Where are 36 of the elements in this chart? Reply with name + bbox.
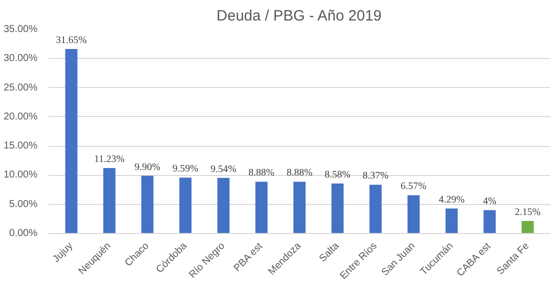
bar [408,195,420,234]
data-label: 8.88% [248,168,274,179]
y-tick-label: 10.00% [4,170,38,181]
x-tick-label: PBA est [232,240,266,274]
bar [331,183,344,234]
bar [179,178,192,234]
bar [217,178,230,234]
bar [484,210,496,234]
bar [369,184,382,234]
data-label: 9.59% [172,164,198,175]
y-tick-label: 25.00% [4,82,38,94]
y-tick-label: 30.00% [4,53,38,64]
bar [65,49,78,234]
data-label: 2.15% [514,206,541,218]
y-tick-label: 20.00% [4,111,38,122]
bar [103,168,116,234]
bar [522,220,534,234]
data-label: 8.88% [286,168,312,179]
y-tick-label: 15.00% [4,140,38,152]
chart-title: Deuda / PBG - Año 2019 [216,8,382,24]
y-tick-label: 5.00% [9,198,38,210]
data-label: 11.23% [94,154,125,166]
bar [446,208,458,234]
data-label: 4% [482,196,496,208]
bar [255,182,268,234]
data-label: 8.37% [362,170,388,182]
data-label: 9.90% [134,162,160,173]
y-tick-label: 0.00% [9,228,38,239]
y-tick-label: 35.00% [4,24,38,35]
data-label: 6.57% [400,181,427,192]
data-label: 4.29% [438,194,465,206]
data-label: 8.58% [324,169,350,180]
data-label: 31.65% [56,35,87,46]
data-label: 9.54% [210,164,236,175]
bar [141,176,154,234]
bar [293,182,306,234]
